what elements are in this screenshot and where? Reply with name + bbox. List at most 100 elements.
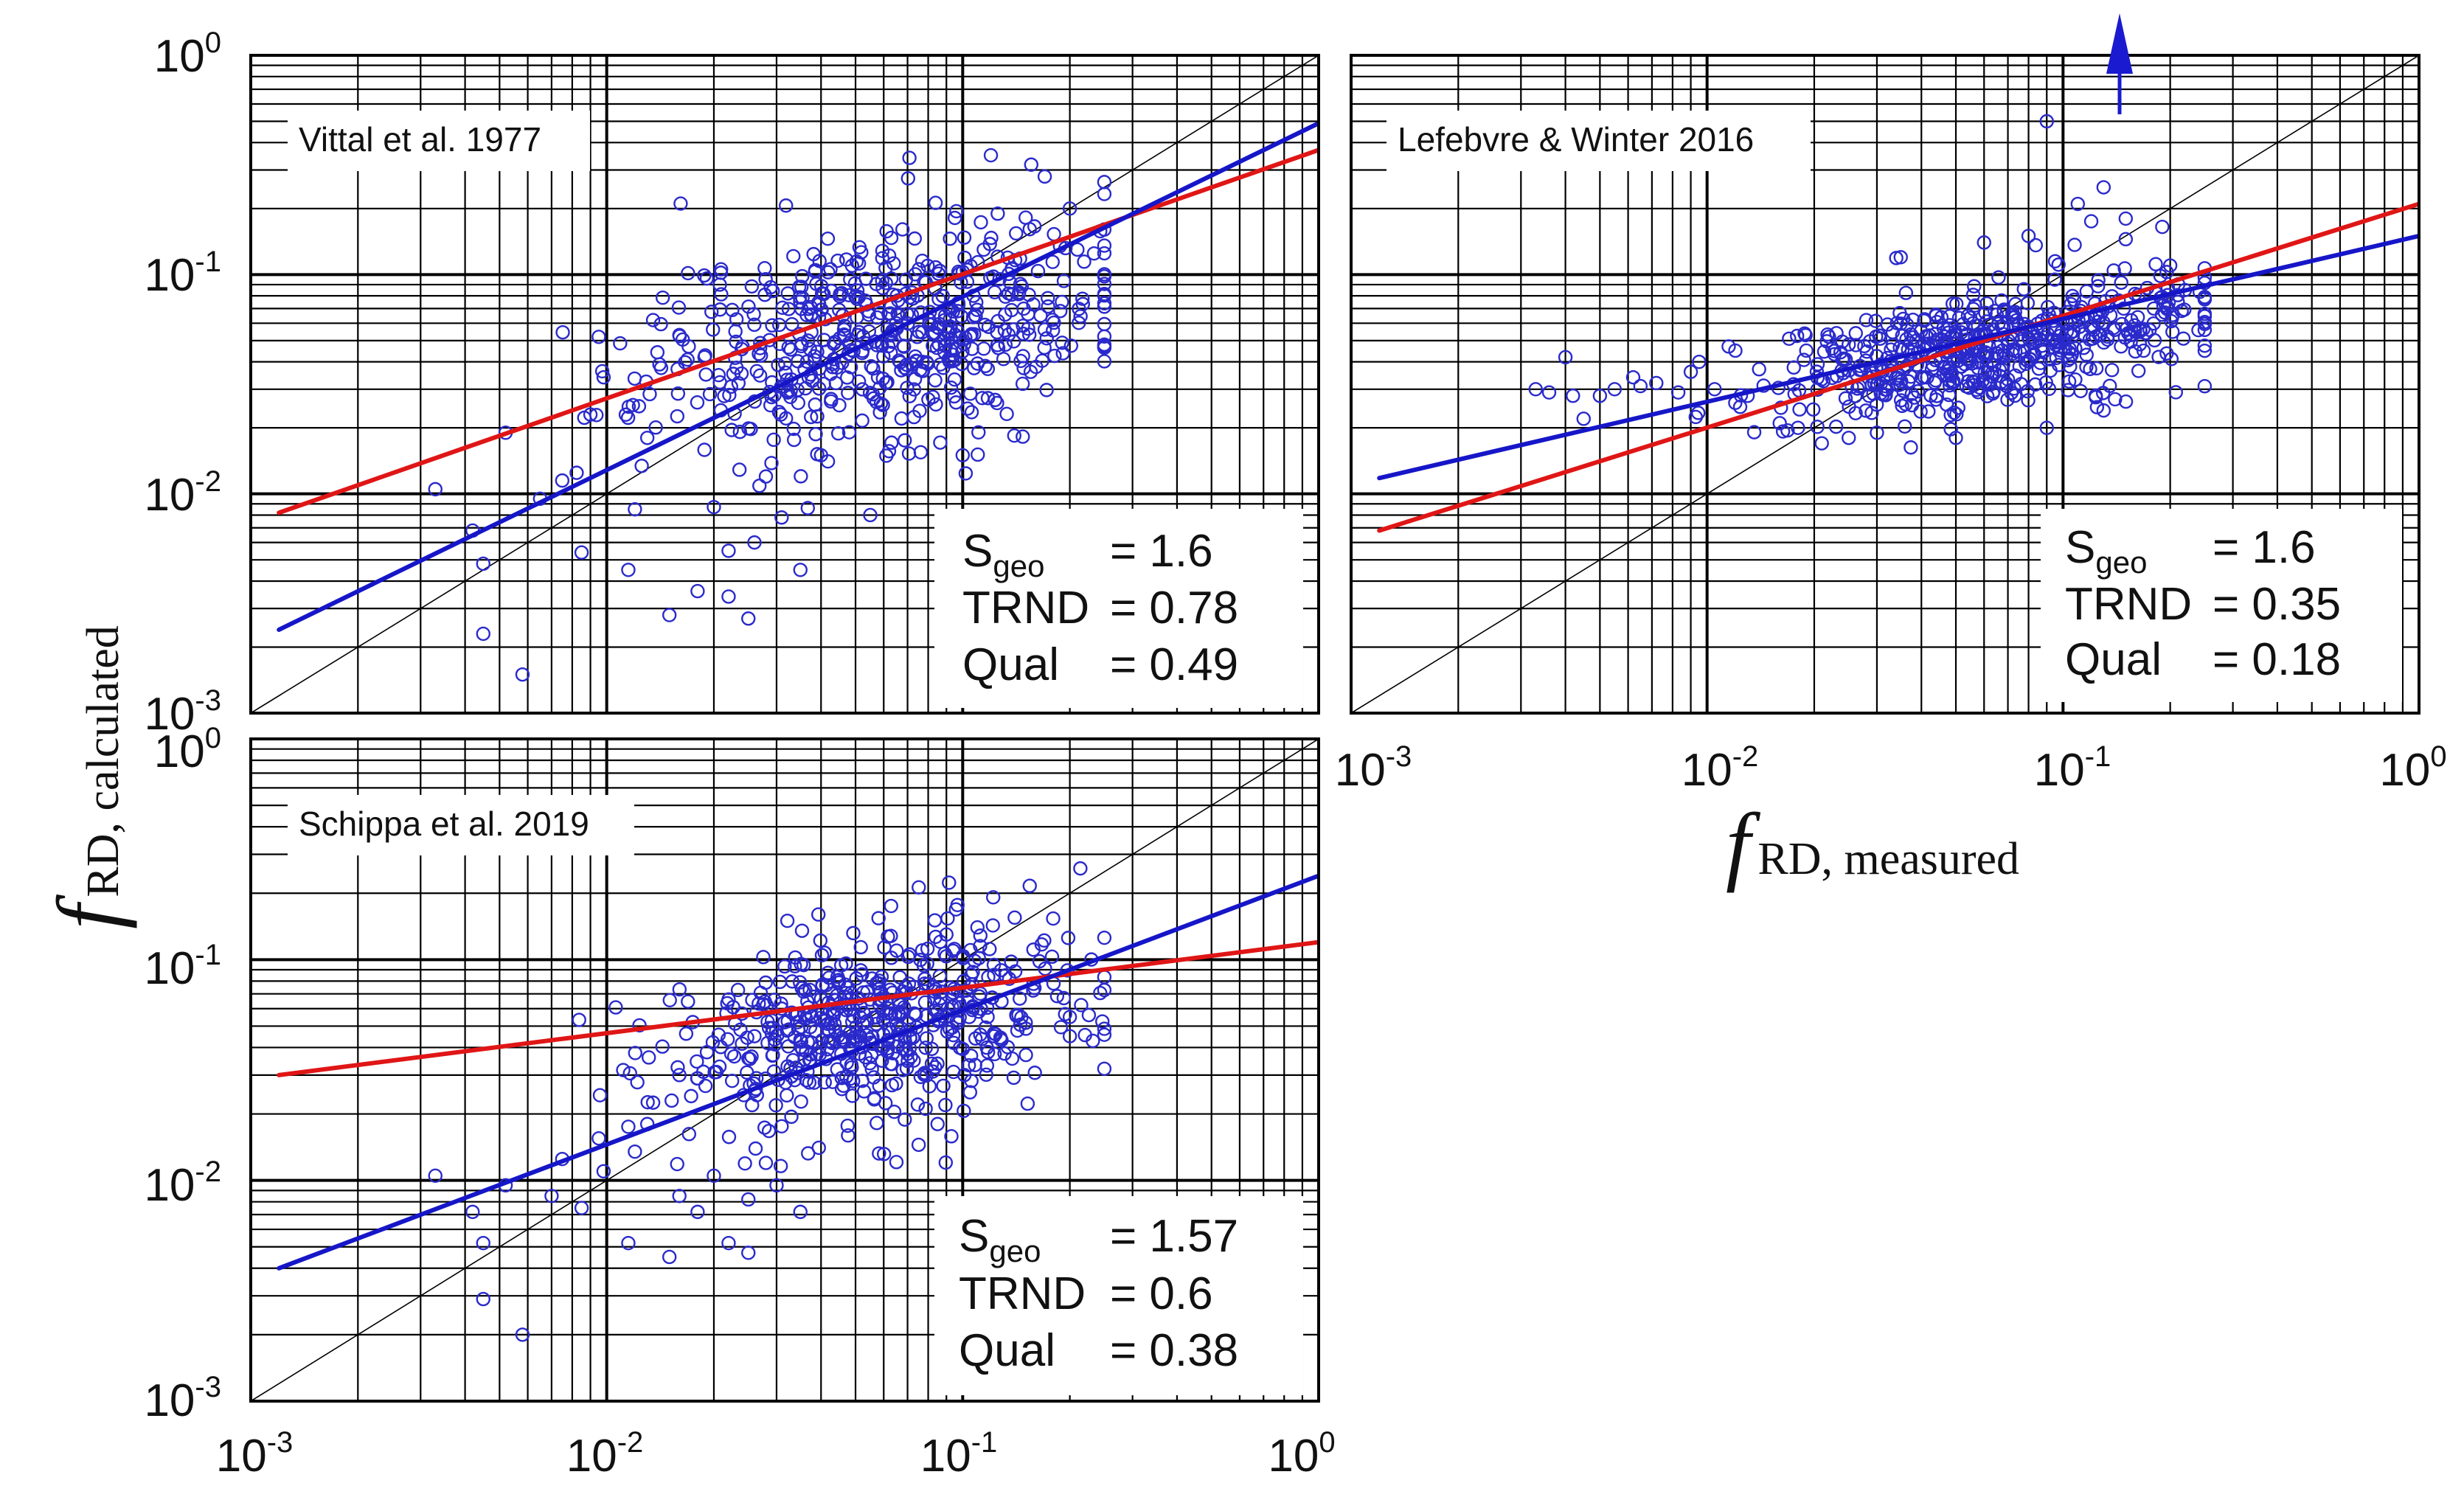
data-point	[1056, 990, 1072, 1006]
data-point	[632, 1018, 647, 1033]
data-point	[515, 1327, 530, 1342]
data-point	[856, 1005, 871, 1021]
data-point	[662, 608, 677, 622]
data-point	[905, 357, 920, 372]
data-point	[1965, 374, 1980, 389]
data-points	[428, 147, 1112, 682]
data-point	[987, 968, 1002, 982]
data-point	[640, 1094, 655, 1110]
data-point	[2116, 301, 2131, 316]
data-point	[726, 367, 741, 381]
data-point	[679, 1027, 694, 1041]
data-point	[1061, 931, 1076, 945]
data-point	[2096, 403, 2111, 418]
data-point	[738, 1156, 752, 1171]
data-point	[817, 1074, 832, 1090]
data-point	[841, 288, 856, 302]
data-point	[795, 268, 810, 284]
data-point	[889, 943, 904, 958]
data-point	[808, 427, 823, 442]
title-box: Schippa et al. 2019	[288, 795, 634, 855]
data-point	[1055, 346, 1070, 361]
data-point	[780, 286, 795, 301]
data-point	[781, 1039, 796, 1054]
data-point	[875, 338, 889, 353]
data-point	[1026, 942, 1041, 957]
data-point	[945, 304, 960, 319]
data-point	[843, 360, 858, 375]
data-point	[1799, 343, 1814, 358]
data-point	[704, 305, 719, 319]
data-point	[2174, 303, 2189, 319]
data-point	[1004, 287, 1019, 302]
stat-qual-value: = 0.49	[1110, 639, 1238, 690]
data-point	[998, 337, 1013, 352]
y-axis-label: fRD, calculated	[39, 625, 137, 929]
data-point	[2086, 319, 2101, 334]
data-point	[1035, 353, 1049, 368]
data-point	[2061, 344, 2076, 359]
data-point	[476, 626, 490, 642]
data-point	[955, 448, 971, 463]
data-point	[929, 397, 943, 412]
data-point	[983, 147, 999, 163]
data-point	[1097, 277, 1112, 291]
data-point	[957, 1103, 971, 1119]
data-point	[1044, 949, 1060, 965]
data-point	[985, 918, 1000, 933]
stat-trnd-value: = 0.78	[1110, 583, 1238, 633]
data-point	[918, 1101, 933, 1116]
data-point	[950, 897, 965, 912]
data-point	[1097, 286, 1112, 302]
data-point	[741, 421, 756, 436]
data-point	[1979, 314, 1994, 329]
data-point	[884, 230, 899, 246]
data-point	[1024, 157, 1038, 172]
data-point	[1037, 322, 1052, 337]
data-point	[2089, 390, 2103, 405]
data-point	[808, 397, 822, 412]
data-point	[794, 1020, 809, 1035]
data-point	[670, 386, 686, 401]
data-point	[721, 1235, 736, 1251]
data-point	[634, 459, 649, 473]
data-point	[971, 447, 985, 462]
data-point	[621, 563, 636, 577]
data-point	[1006, 1070, 1021, 1086]
data-point	[799, 1073, 814, 1088]
data-point	[957, 230, 972, 245]
data-point	[1075, 291, 1090, 306]
data-point	[928, 325, 943, 341]
data-point	[1810, 357, 1825, 372]
data-point	[465, 1204, 480, 1220]
data-point	[962, 1010, 976, 1024]
data-point	[779, 411, 794, 426]
data-point	[1053, 1020, 1069, 1035]
data-point	[1878, 382, 1892, 397]
data-point	[1728, 343, 1743, 358]
data-point	[843, 272, 858, 287]
data-point	[850, 283, 865, 298]
data-point	[1985, 369, 2000, 384]
data-point	[993, 1032, 1008, 1047]
data-point	[928, 1060, 943, 1074]
data-point	[745, 993, 760, 1007]
stat-trnd-value: = 0.35	[2213, 579, 2341, 630]
data-point	[763, 397, 778, 413]
data-point	[1015, 376, 1030, 392]
data-point	[841, 386, 856, 400]
data-point	[1947, 405, 1962, 420]
red-fit-line	[1377, 201, 2419, 533]
data-point	[834, 1082, 850, 1097]
data-point	[1870, 426, 1884, 440]
data-point	[1037, 169, 1052, 184]
data-point	[897, 360, 912, 375]
data-point	[876, 1003, 891, 1018]
data-point	[884, 435, 899, 450]
data-point	[973, 928, 988, 943]
data-point	[2118, 394, 2134, 409]
data-point	[812, 1040, 827, 1055]
data-point	[1814, 436, 1829, 451]
data-point	[788, 950, 802, 965]
